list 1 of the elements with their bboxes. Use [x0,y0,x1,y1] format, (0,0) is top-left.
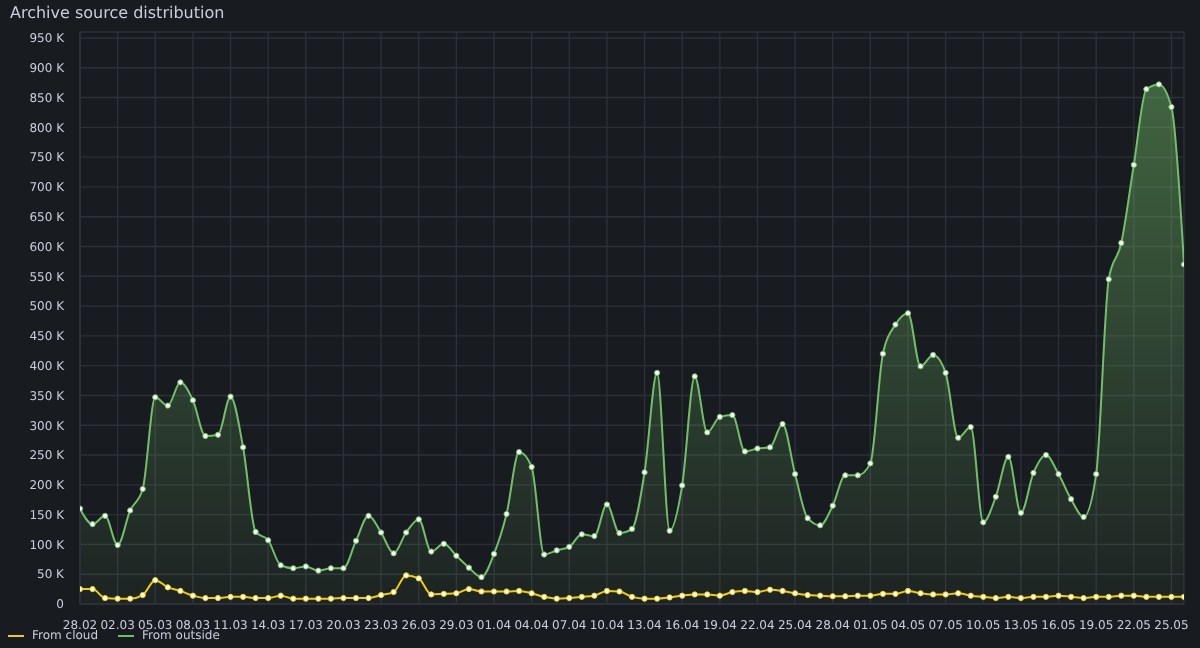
chart-title: Archive source distribution [10,4,225,22]
